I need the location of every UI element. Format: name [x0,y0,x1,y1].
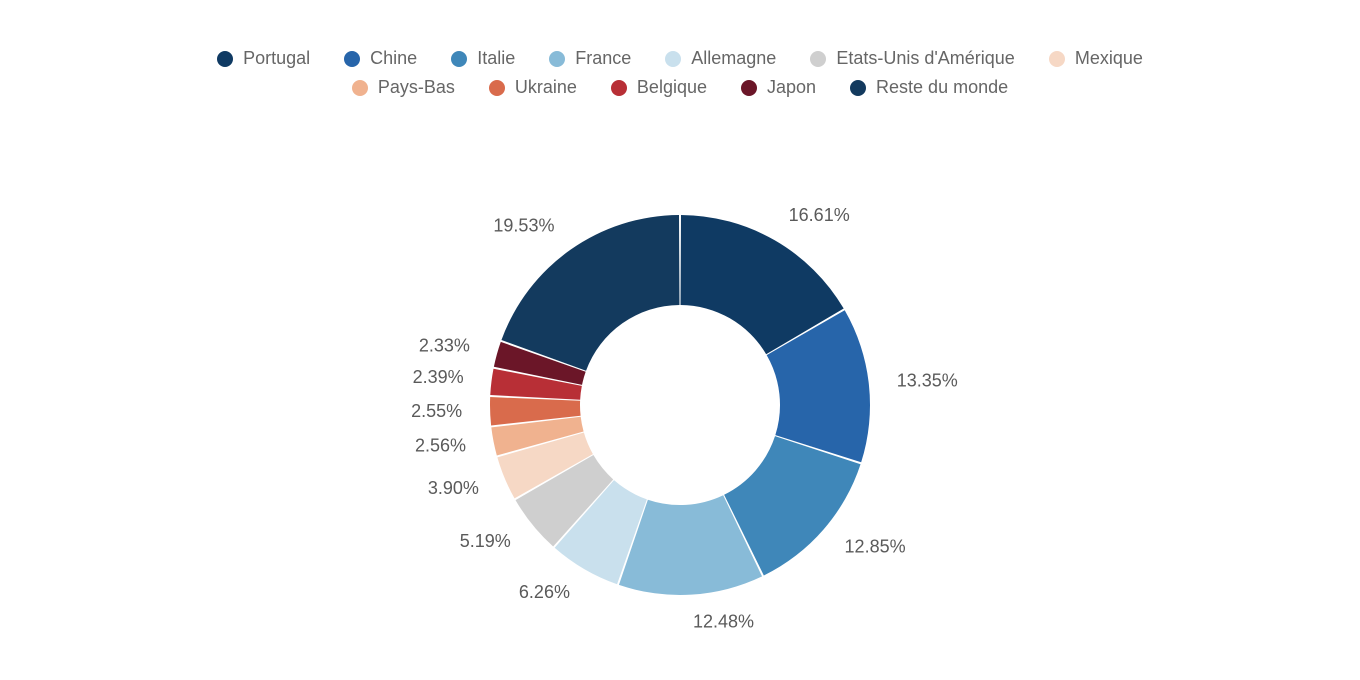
legend-label: Ukraine [515,77,577,98]
legend-label: Allemagne [691,48,776,69]
donut-chart: 16.61% 13.35% 12.85% 12.48% 19.53% 2.33% 2.39%… [0,150,1360,670]
legend-swatch [451,51,467,67]
legend-row: Pays-Bas Ukraine Belgique Japon Reste du mon… [352,77,1008,98]
slice-label: 13.35% [897,370,958,390]
legend-label: Japon [767,77,816,98]
legend-swatch [741,80,757,96]
slice-label: 6.26% [519,582,570,602]
legend-swatch [352,80,368,96]
slice-label: 5.19% [460,531,511,551]
legend-item[interactable]: Ukraine [489,77,577,98]
slice-label: 12.85% [845,537,906,557]
legend-swatch [1049,51,1065,67]
legend-item[interactable]: Pays-Bas [352,77,455,98]
legend-item[interactable]: Italie [451,48,515,69]
legend-label: Belgique [637,77,707,98]
legend-item[interactable]: Belgique [611,77,707,98]
legend-label: Pays-Bas [378,77,455,98]
legend-item[interactable]: Reste du monde [850,77,1008,98]
legend-row: Portugal Chine Italie France Allemagne Etats-… [217,48,1143,69]
legend-item[interactable]: France [549,48,631,69]
legend-item[interactable]: Etats-Unis d'Amérique [810,48,1015,69]
slice-label: 3.90% [428,478,479,498]
slice-label: 2.39% [413,367,464,387]
legend-swatch [810,51,826,67]
legend-item[interactable]: Mexique [1049,48,1143,69]
legend-item[interactable]: Portugal [217,48,310,69]
donut-area: 16.61% 13.35% 12.85% 12.48% 19.53% 2.33% 2.39%… [0,150,1360,670]
legend-swatch [344,51,360,67]
chart-container: Portugal Chine Italie France Allemagne Etats-… [0,0,1360,680]
legend-item[interactable]: Chine [344,48,417,69]
legend-swatch [611,80,627,96]
legend-swatch [549,51,565,67]
legend-label: Mexique [1075,48,1143,69]
legend-label: Portugal [243,48,310,69]
donut-slice[interactable] [501,215,679,371]
legend-label: Italie [477,48,515,69]
legend-item[interactable]: Allemagne [665,48,776,69]
legend-label: Chine [370,48,417,69]
legend-item[interactable]: Japon [741,77,816,98]
legend-label: France [575,48,631,69]
legend-label: Etats-Unis d'Amérique [836,48,1015,69]
slice-label: 2.33% [419,335,470,355]
slice-label: 2.55% [411,401,462,421]
slice-label: 12.48% [693,611,754,631]
legend: Portugal Chine Italie France Allemagne Etats-… [0,48,1360,98]
legend-swatch [665,51,681,67]
legend-label: Reste du monde [876,77,1008,98]
legend-swatch [850,80,866,96]
slice-label: 2.56% [415,436,466,456]
slice-label: 16.61% [789,205,850,225]
slice-label: 19.53% [493,216,554,236]
legend-swatch [217,51,233,67]
legend-swatch [489,80,505,96]
